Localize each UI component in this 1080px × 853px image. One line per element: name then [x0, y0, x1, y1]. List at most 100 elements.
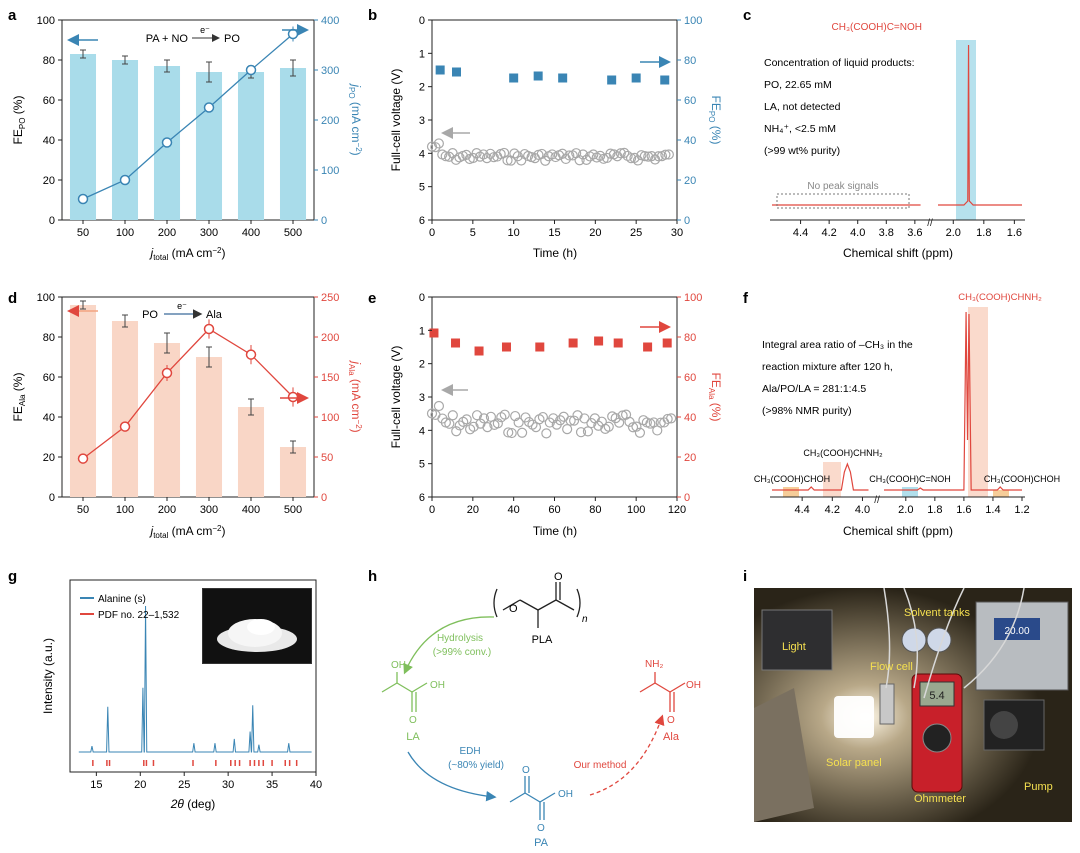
- panel-letter-b: b: [368, 7, 377, 24]
- bar-300: [195, 357, 223, 497]
- voltage-point-24: [509, 148, 520, 159]
- x-tick-200: 200: [158, 227, 176, 239]
- x-tick-1.8: 1.8: [976, 227, 991, 239]
- fe-point-1: [452, 67, 461, 77]
- x-tick-30: 30: [222, 779, 234, 791]
- fe-point-7: [660, 75, 670, 85]
- voltage-point-69: [663, 149, 674, 160]
- bar-500: [279, 447, 307, 497]
- voltage-point-12: [468, 421, 479, 432]
- voltage-point-38: [557, 148, 568, 159]
- x-tick-5: 5: [470, 227, 476, 239]
- fe-point-6: [594, 336, 604, 346]
- x-tick-0: 0: [429, 504, 435, 516]
- x-tick-200: 200: [158, 504, 176, 516]
- line-point-5: [287, 28, 299, 40]
- f-xlabel: Chemical shift (ppm): [843, 524, 953, 538]
- x-tick-100: 100: [116, 227, 134, 239]
- y2-tick-80: 80: [684, 332, 696, 344]
- y2-tick-100: 100: [321, 412, 339, 424]
- fe-point-4: [558, 73, 568, 83]
- chart-f: CH₃(COOH)CHNH₂ Integral area ratio of –C…: [754, 292, 1060, 538]
- h-pla-o1: O: [509, 603, 518, 615]
- x-tick-2.0: 2.0: [898, 504, 913, 516]
- x-tick-1.2: 1.2: [1014, 504, 1029, 516]
- fe-point-0: [435, 65, 445, 75]
- h-ala-o: O: [667, 715, 675, 726]
- ohmmeter-display: 5.4: [929, 690, 944, 702]
- h-la-oh2: OH: [430, 680, 445, 691]
- h-la-label: LA: [406, 731, 420, 743]
- x-tick-80: 80: [589, 504, 601, 516]
- x-tick-4.2: 4.2: [821, 227, 836, 239]
- chart-a: 50 100 200 300 400 500 0 20 40 60 80 100 0 100 200 300 4…: [11, 15, 363, 262]
- voltage-point-5: [444, 418, 455, 429]
- y2-tick-20: 20: [684, 175, 696, 187]
- fe-point-0: [429, 328, 439, 338]
- x-tick-100: 100: [627, 504, 645, 516]
- y2-tick-0: 0: [321, 215, 327, 227]
- c-no-peak-box: [776, 193, 910, 209]
- voltage-point-16: [482, 422, 493, 433]
- fe-point-5: [568, 338, 578, 348]
- label-pump: Pump: [1024, 781, 1053, 793]
- x-tick-40: 40: [310, 779, 322, 791]
- fe-point-7: [613, 338, 623, 348]
- f-note1: Integral area ratio of –CH₃ in the: [762, 339, 913, 351]
- label-solar: Solar panel: [826, 757, 882, 769]
- voltage-point-33: [541, 428, 552, 439]
- voltage-point-40: [564, 150, 575, 161]
- voltage-point-11: [465, 424, 476, 435]
- c-note-nh4: NH₄⁺, <2.5 mM: [764, 123, 836, 135]
- voltage-point-56: [619, 147, 630, 158]
- y-tick-0: 0: [49, 215, 55, 227]
- label-light: Light: [782, 641, 806, 653]
- y-tick-1: 1: [419, 48, 425, 60]
- g-xlabel: 2θ (deg): [170, 797, 216, 811]
- fe-point-3: [533, 71, 543, 81]
- voltage-point-5: [444, 151, 455, 162]
- fe-point-1: [451, 338, 461, 348]
- voltage-point-13: [471, 148, 482, 159]
- y-tick-40: 40: [43, 135, 55, 147]
- x-tick-20: 20: [467, 504, 479, 516]
- f-label-po: CH₃(COOH)C=NOH: [869, 474, 950, 484]
- voltage-point-24: [510, 410, 521, 422]
- chart-c: No peak signals CH₃(COOH)C=NOH Concentra…: [764, 22, 1025, 260]
- x-tick-50: 50: [77, 227, 89, 239]
- voltage-point-10: [461, 414, 472, 425]
- fe-point-3: [501, 342, 511, 352]
- y2-tick-40: 40: [684, 412, 696, 424]
- a-ylabel: FEPO (%): [11, 96, 27, 145]
- panel-letter-c: c: [743, 7, 751, 24]
- voltage-point-37: [555, 415, 566, 426]
- y-tick-0: 0: [419, 292, 425, 304]
- voltage-point-63: [643, 151, 654, 162]
- x-tick-400: 400: [242, 227, 260, 239]
- h-pla-n: n: [582, 614, 588, 625]
- c-no-peak-text: No peak signals: [807, 181, 878, 192]
- x-tick-10: 10: [508, 227, 520, 239]
- bar-500: [279, 68, 307, 220]
- lamp: [834, 696, 874, 738]
- e-ylabel: Full-cell voltage (V): [389, 346, 403, 449]
- h-pla-label: PLA: [532, 634, 553, 646]
- h-ala-nh2: NH₂: [645, 659, 663, 670]
- x-tick-15: 15: [90, 779, 102, 791]
- a-annot-left: PA + NO: [146, 33, 189, 45]
- panel-letter-e: e: [368, 290, 376, 307]
- voltage-point-69: [666, 413, 677, 424]
- f-spectrum: [772, 311, 1022, 491]
- line-point-3: [203, 323, 215, 335]
- pump-display: 20.00: [1004, 626, 1029, 637]
- y-tick-0: 0: [49, 492, 55, 504]
- voltage-point-18: [488, 152, 499, 163]
- voltage-point-25: [513, 417, 524, 428]
- y-tick-0: 0: [419, 15, 425, 27]
- voltage-point-0: [426, 141, 438, 152]
- label-ohmmeter: Ohmmeter: [914, 793, 966, 805]
- x-tick-300: 300: [200, 504, 218, 516]
- line-series: [82, 328, 294, 460]
- f-label-lactic: CH₃(COOH)CHOH: [754, 474, 830, 484]
